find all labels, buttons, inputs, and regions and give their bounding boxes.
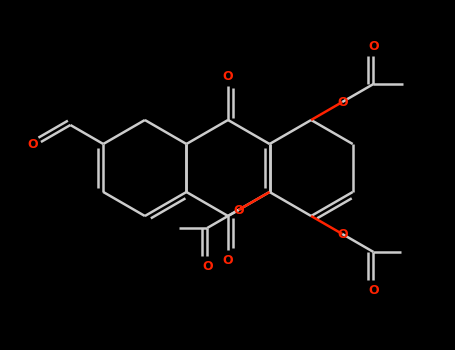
- Text: O: O: [222, 70, 233, 83]
- Text: O: O: [368, 40, 379, 52]
- Text: O: O: [368, 284, 379, 296]
- Text: O: O: [337, 96, 348, 108]
- Text: O: O: [222, 253, 233, 266]
- Text: O: O: [233, 203, 244, 217]
- Text: O: O: [337, 228, 348, 240]
- Text: O: O: [202, 259, 212, 273]
- Text: O: O: [28, 138, 38, 150]
